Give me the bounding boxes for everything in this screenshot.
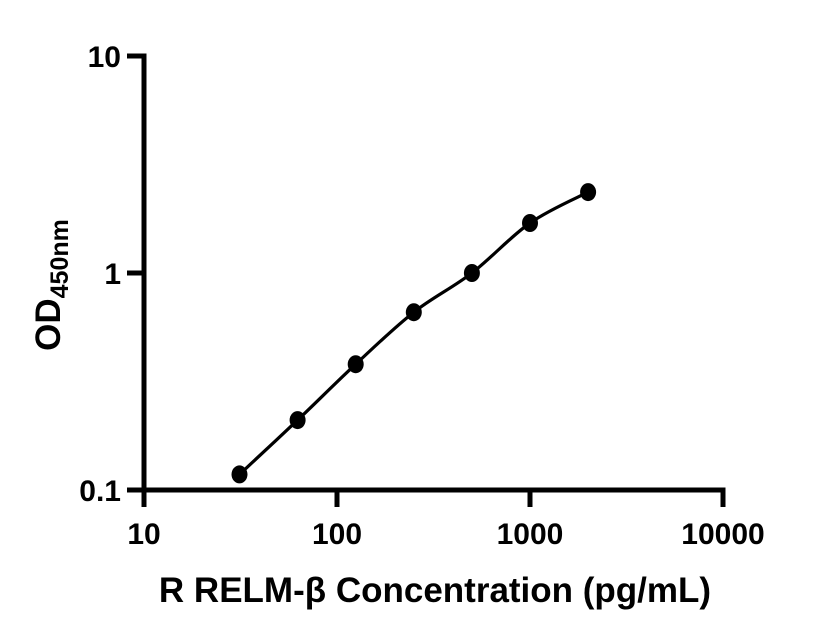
data-series [231,183,597,484]
data-point-5 [522,214,538,232]
tick-labels: 10 100 1000 10000 0.1 1 10 [79,41,764,551]
y-axis-title: OD450nm [29,219,74,351]
x-tick-label-10: 10 [127,518,160,551]
data-point-1 [289,411,306,430]
y-axis-title-subscript: 450nm [46,219,74,298]
data-point-0 [231,465,248,484]
data-point-6 [580,183,597,202]
x-axis-title: R RELM-β Concentration (pg/mL) [159,571,711,610]
axis-frame [127,53,726,507]
data-point-3 [405,303,422,322]
y-tick-label-10: 10 [88,41,121,74]
y-axis-title-main: OD [29,298,68,351]
x-tick-label-1000: 1000 [497,518,564,551]
x-tick-label-10000: 10000 [681,518,764,551]
data-point-2 [347,355,364,374]
axes [127,53,726,507]
x-tick-label-100: 100 [312,518,362,551]
data-point-4 [463,264,480,282]
y-tick-label-0.1: 0.1 [79,475,121,508]
fitted-curve [237,190,590,476]
y-tick-label-1: 1 [104,258,121,291]
